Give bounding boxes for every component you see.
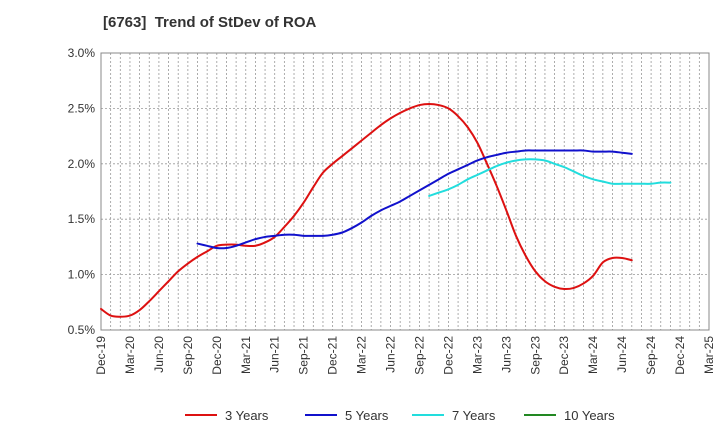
x-tick-label: Mar-23 <box>470 336 484 374</box>
series-line-5-years <box>196 149 633 250</box>
legend-label-5-years: 5 Years <box>345 408 389 423</box>
chart-title: [6763] Trend of StDev of ROA <box>103 14 317 31</box>
y-tick-label: 0.5% <box>68 323 96 337</box>
legend-label-3-years: 3 Years <box>225 408 269 423</box>
legend-label-7-years: 7 Years <box>452 408 496 423</box>
x-tick-label: Jun-21 <box>268 336 282 373</box>
x-tick-label: Dec-22 <box>441 336 455 375</box>
x-tick-label: Sep-22 <box>412 336 426 375</box>
x-tick-label: Mar-25 <box>702 336 716 374</box>
x-tick-label: Jun-20 <box>152 336 166 373</box>
x-tick-label: Dec-24 <box>673 336 687 375</box>
x-tick-label: Jun-22 <box>384 336 398 373</box>
y-tick-label: 1.5% <box>68 212 96 226</box>
x-tick-label: Mar-20 <box>123 336 137 374</box>
x-tick-label: Jun-24 <box>615 336 629 373</box>
x-tick-label: Sep-24 <box>644 336 658 375</box>
x-tick-label: Sep-23 <box>528 336 542 375</box>
x-tick-label: Mar-22 <box>355 336 369 374</box>
y-axis-ticks: 0.5% 1.0% 1.5% 2.0% 2.5% 3.0% <box>68 46 96 337</box>
y-tick-label: 2.0% <box>68 157 96 171</box>
plot-frame <box>100 52 710 331</box>
y-tick-label: 3.0% <box>68 46 96 60</box>
x-tick-label: Sep-20 <box>181 336 195 375</box>
x-tick-label: Sep-21 <box>297 336 311 375</box>
y-tick-label: 1.0% <box>68 268 96 282</box>
x-tick-label: Mar-21 <box>239 336 253 374</box>
x-tick-label: Dec-19 <box>94 336 108 375</box>
x-tick-label: Mar-24 <box>586 336 600 374</box>
x-tick-label: Jun-23 <box>499 336 513 373</box>
x-tick-label: Dec-20 <box>210 336 224 375</box>
x-tick-label: Dec-23 <box>557 336 571 375</box>
legend-label-10-years: 10 Years <box>564 408 615 423</box>
grid-lines <box>101 53 709 330</box>
series-line-3-years <box>100 102 633 318</box>
series-line-7-years <box>428 158 672 197</box>
legend: 3 Years 5 Years 7 Years 10 Years <box>185 408 615 423</box>
x-tick-label: Dec-21 <box>326 336 340 375</box>
y-tick-label: 2.5% <box>68 101 96 115</box>
x-axis-ticks: Dec-19 Mar-20 Jun-20 Sep-20 Dec-20 Mar-21 Jun-… <box>94 336 716 375</box>
series-lines <box>100 102 672 318</box>
